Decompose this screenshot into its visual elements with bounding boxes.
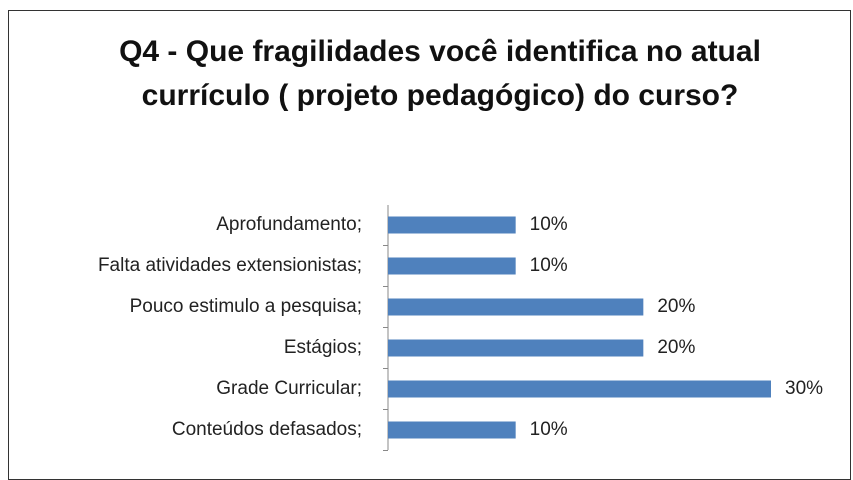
bar — [388, 421, 516, 439]
category-label: Falta atividades extensionistas; — [98, 255, 362, 276]
value-label: 30% — [785, 378, 823, 399]
category-label: Aprofundamento; — [216, 214, 362, 235]
value-label: 10% — [530, 255, 568, 276]
bar — [388, 216, 516, 234]
category-label: Estágios; — [284, 337, 362, 358]
bar — [388, 298, 644, 316]
bar — [388, 339, 644, 357]
chart-title: Q4 - Que fragilidades você identifica no… — [119, 35, 761, 112]
value-label: 20% — [657, 337, 695, 358]
value-label: 10% — [530, 419, 568, 440]
value-label: 10% — [530, 214, 568, 235]
category-label: Pouco estimulo a pesquisa; — [130, 296, 362, 317]
value-label: 20% — [657, 296, 695, 317]
bar — [388, 380, 771, 398]
category-label: Conteúdos defasados; — [172, 419, 362, 440]
bar — [388, 257, 516, 275]
category-label: Grade Curricular; — [216, 378, 362, 399]
